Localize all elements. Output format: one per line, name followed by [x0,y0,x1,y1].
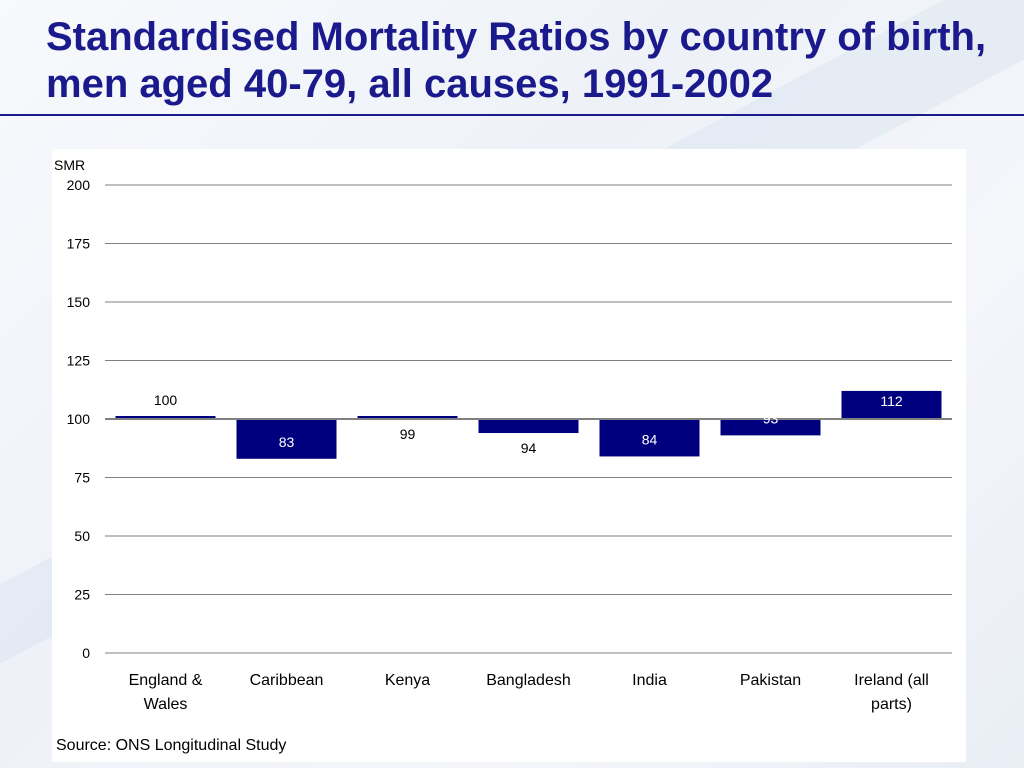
y-tick-label: 75 [74,470,90,486]
x-tick-label: England & [129,672,203,689]
x-tick-label: Pakistan [740,672,801,689]
data-label: 99 [400,426,416,442]
bar [478,419,579,434]
bar-chart: SMR 100 83 99 94 84 93 112 0 25 50 75 100 125 150 175… [54,157,952,713]
bar [357,416,458,419]
data-label: 112 [880,393,903,409]
data-label: 100 [154,392,178,408]
y-tick-label: 50 [74,528,90,544]
slide-title: Standardised Mortality Ratios by country… [46,15,987,106]
data-label: 84 [642,431,658,447]
bar [841,390,942,419]
x-tick-label: Kenya [385,672,430,689]
x-tick-label: India [632,672,667,689]
source-note: Source: ONS Longitudinal Study [56,737,287,754]
y-axis-ticks: 0 25 50 75 100 125 150 175 200 [67,177,91,661]
bar [115,416,216,419]
y-tick-label: 150 [67,294,91,310]
y-tick-label: 0 [82,645,90,661]
data-label: 93 [763,410,779,426]
y-tick-label: 175 [67,236,91,252]
x-tick-label: Caribbean [250,672,324,689]
title-rule [0,114,1024,116]
x-tick-label: Ireland (all [854,672,929,689]
gridlines [105,184,952,654]
y-tick-label: 25 [74,587,90,603]
bar [236,419,337,459]
x-axis-ticks: England & Wales Caribbean Kenya Bangladesh In… [129,672,929,713]
bar [720,419,821,436]
bars [115,390,942,459]
x-tick-label: parts) [871,696,912,713]
bar [599,419,700,457]
data-label: 83 [279,434,295,450]
y-tick-label: 125 [67,353,91,369]
x-tick-label: Bangladesh [486,672,571,689]
x-tick-label: Wales [144,696,188,713]
y-tick-label: 100 [67,411,91,427]
y-axis-label: SMR [54,157,85,173]
data-labels: 100 83 99 94 84 93 112 [154,392,903,456]
chart-panel: SMR 100 83 99 94 84 93 112 0 25 50 75 100 125 150 175… [52,149,966,762]
data-label: 94 [521,440,537,456]
y-tick-label: 200 [67,177,91,193]
